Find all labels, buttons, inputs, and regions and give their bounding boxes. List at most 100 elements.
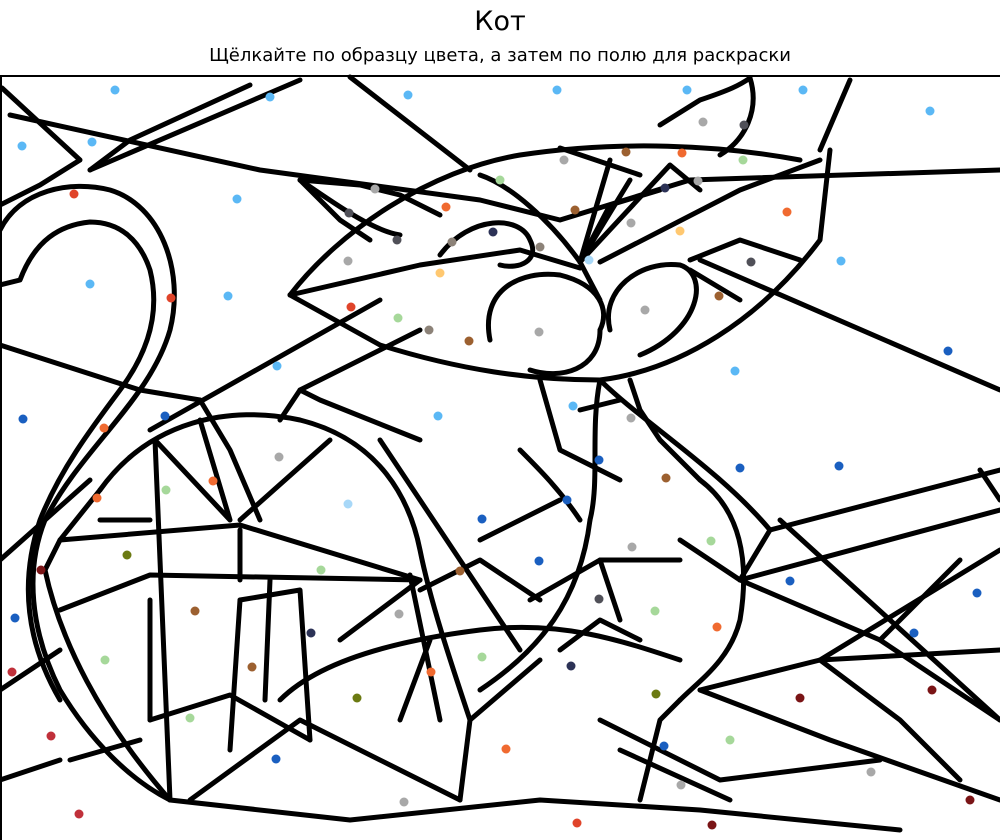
color-hint-dot-brown[interactable] <box>621 147 631 157</box>
color-hint-dot-gray[interactable] <box>676 780 686 790</box>
color-hint-dot-crimson[interactable] <box>74 809 84 819</box>
color-hint-dot-gray[interactable] <box>626 218 636 228</box>
color-hint-dot-navy[interactable] <box>488 227 498 237</box>
color-hint-dot-taupe[interactable] <box>447 237 457 247</box>
color-hint-dot-gray[interactable] <box>866 767 876 777</box>
color-hint-dot-light-green[interactable] <box>161 485 171 495</box>
color-hint-dot-blue[interactable] <box>160 411 170 421</box>
color-hint-dot-blue[interactable] <box>785 576 795 586</box>
color-hint-dot-gray[interactable] <box>693 176 703 186</box>
color-hint-dot-red[interactable] <box>572 818 582 828</box>
color-hint-dot-orange[interactable] <box>426 667 436 677</box>
color-hint-dot-sky[interactable] <box>85 279 95 289</box>
color-hint-dot-blue[interactable] <box>943 346 953 356</box>
color-hint-dot-red[interactable] <box>346 302 356 312</box>
color-hint-dot-orange[interactable] <box>677 148 687 158</box>
color-hint-dot-olive[interactable] <box>352 693 362 703</box>
color-hint-dot-brown[interactable] <box>570 205 580 215</box>
color-hint-dot-pale-blue[interactable] <box>343 499 353 509</box>
color-hint-dot-blue[interactable] <box>594 455 604 465</box>
color-hint-dot-gray[interactable] <box>394 609 404 619</box>
color-hint-dot-gray[interactable] <box>370 184 380 194</box>
color-hint-dot-light-green[interactable] <box>725 735 735 745</box>
color-hint-dot-olive[interactable] <box>651 689 661 699</box>
color-hint-dot-sky[interactable] <box>836 256 846 266</box>
color-hint-dot-sky[interactable] <box>223 291 233 301</box>
color-hint-dot-pale-blue[interactable] <box>584 255 594 265</box>
color-hint-dot-sky[interactable] <box>682 85 692 95</box>
color-hint-dot-gray[interactable] <box>343 256 353 266</box>
color-hint-dot-brown[interactable] <box>714 291 724 301</box>
color-hint-dot-dark-gray[interactable] <box>594 594 604 604</box>
color-hint-dot-gray[interactable] <box>626 413 636 423</box>
color-hint-dot-light-green[interactable] <box>706 536 716 546</box>
color-hint-dot-brown[interactable] <box>661 473 671 483</box>
color-hint-dot-red[interactable] <box>166 293 176 303</box>
color-hint-dot-sky[interactable] <box>552 85 562 95</box>
color-hint-dot-brown[interactable] <box>190 606 200 616</box>
color-hint-dot-sky[interactable] <box>925 106 935 116</box>
color-hint-dot-orange[interactable] <box>441 202 451 212</box>
color-hint-dot-blue[interactable] <box>10 613 20 623</box>
color-hint-dot-blue[interactable] <box>534 556 544 566</box>
color-hint-dot-gray[interactable] <box>640 305 650 315</box>
color-hint-dot-maroon[interactable] <box>707 820 717 830</box>
color-hint-dot-blue[interactable] <box>18 414 28 424</box>
color-hint-dot-dark-gray[interactable] <box>344 208 354 218</box>
color-hint-dot-maroon[interactable] <box>36 565 46 575</box>
color-hint-dot-crimson[interactable] <box>46 731 56 741</box>
color-hint-dot-gray[interactable] <box>399 797 409 807</box>
color-hint-dot-light-green[interactable] <box>316 565 326 575</box>
color-hint-dot-gray[interactable] <box>534 327 544 337</box>
color-hint-dot-gray[interactable] <box>274 452 284 462</box>
coloring-canvas[interactable] <box>0 74 1000 840</box>
color-hint-dot-brown[interactable] <box>464 336 474 346</box>
color-hint-dot-orange[interactable] <box>712 622 722 632</box>
color-hint-dot-orange[interactable] <box>501 744 511 754</box>
color-hint-dot-light-green[interactable] <box>477 652 487 662</box>
color-hint-dot-dark-gray[interactable] <box>392 235 402 245</box>
color-hint-dot-light-green[interactable] <box>495 175 505 185</box>
color-hint-dot-navy[interactable] <box>306 628 316 638</box>
color-hint-dot-light-green[interactable] <box>650 606 660 616</box>
color-hint-dot-navy[interactable] <box>660 183 670 193</box>
color-hint-dot-sky[interactable] <box>87 137 97 147</box>
color-hint-dot-sky[interactable] <box>433 411 443 421</box>
color-hint-dot-brown[interactable] <box>247 662 257 672</box>
color-hint-dot-sky[interactable] <box>730 366 740 376</box>
color-hint-dot-light-green[interactable] <box>393 313 403 323</box>
color-hint-dot-crimson[interactable] <box>7 667 17 677</box>
color-hint-dots[interactable] <box>7 85 982 830</box>
color-hint-dot-blue[interactable] <box>477 514 487 524</box>
color-hint-dot-blue[interactable] <box>909 628 919 638</box>
color-hint-dot-blue[interactable] <box>562 495 572 505</box>
color-hint-dot-blue[interactable] <box>834 461 844 471</box>
color-hint-dot-amber[interactable] <box>675 226 685 236</box>
color-hint-dot-taupe[interactable] <box>424 325 434 335</box>
color-hint-dot-orange[interactable] <box>92 493 102 503</box>
color-hint-dot-brown[interactable] <box>455 566 465 576</box>
color-hint-dot-maroon[interactable] <box>927 685 937 695</box>
color-hint-dot-dark-gray[interactable] <box>739 120 749 130</box>
color-hint-dot-light-green[interactable] <box>100 655 110 665</box>
color-hint-dot-olive[interactable] <box>122 550 132 560</box>
color-hint-dot-light-green[interactable] <box>738 155 748 165</box>
color-hint-dot-navy[interactable] <box>566 661 576 671</box>
color-hint-dot-blue[interactable] <box>972 588 982 598</box>
color-hint-dot-dark-gray[interactable] <box>746 257 756 267</box>
color-hint-dot-sky[interactable] <box>232 194 242 204</box>
color-hint-dot-sky[interactable] <box>403 90 413 100</box>
color-hint-dot-blue[interactable] <box>735 463 745 473</box>
color-hint-dot-sky[interactable] <box>568 401 578 411</box>
color-hint-dot-gray[interactable] <box>698 117 708 127</box>
color-hint-dot-maroon[interactable] <box>795 693 805 703</box>
color-hint-dot-blue[interactable] <box>271 754 281 764</box>
color-hint-dot-maroon[interactable] <box>965 795 975 805</box>
color-hint-dot-orange[interactable] <box>208 476 218 486</box>
color-hint-dot-blue[interactable] <box>659 741 669 751</box>
color-hint-dot-red[interactable] <box>69 189 79 199</box>
color-hint-dot-orange[interactable] <box>99 423 109 433</box>
color-hint-dot-taupe[interactable] <box>535 242 545 252</box>
color-hint-dot-sky[interactable] <box>265 92 275 102</box>
